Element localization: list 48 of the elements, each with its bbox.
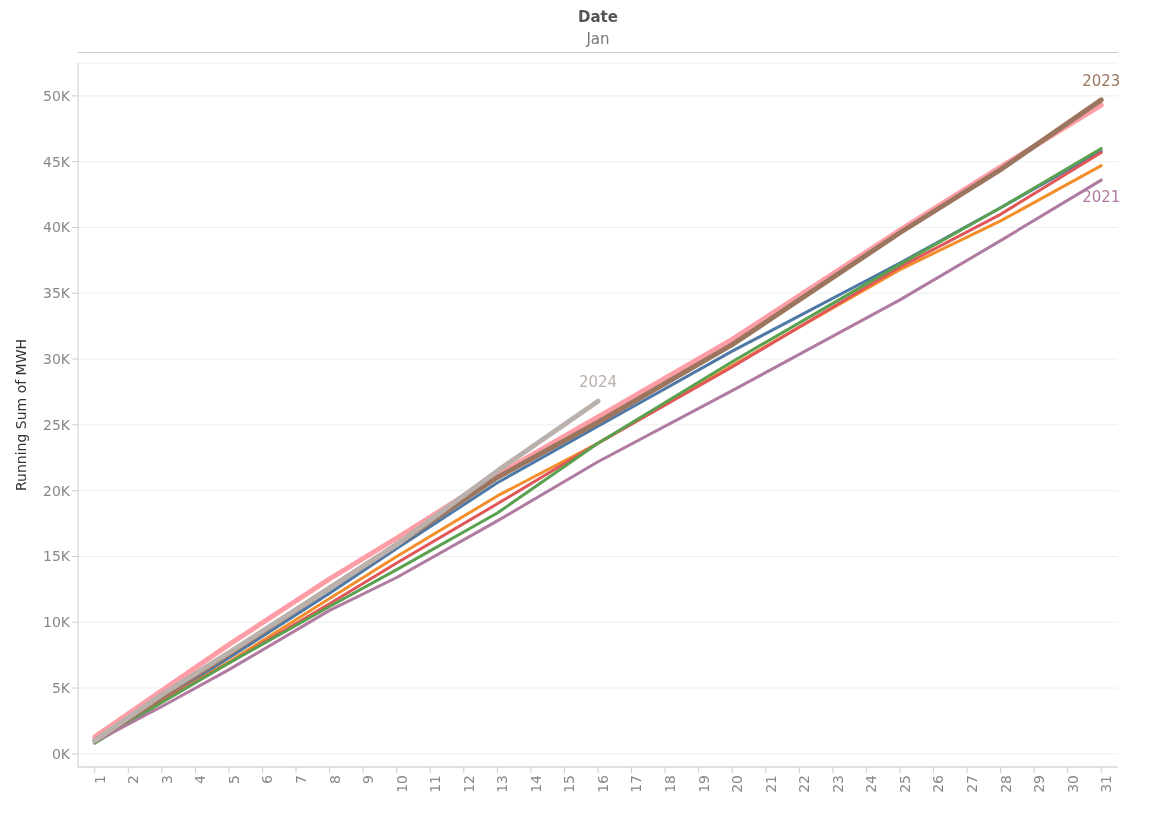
x-tick-label: 10 <box>393 775 410 793</box>
x-tick-label: 5 <box>225 775 242 784</box>
y-tick-label: 15K <box>43 548 71 565</box>
x-tick-label: 29 <box>1031 775 1048 793</box>
x-tick-label: 9 <box>360 775 377 784</box>
x-tick-label: 18 <box>662 775 679 793</box>
x-tick-label: 2 <box>125 775 142 784</box>
y-tick-label: 40K <box>43 219 71 236</box>
x-tick-label: 25 <box>896 775 913 793</box>
series-label: 2021 <box>1082 188 1121 207</box>
x-tick-label: 14 <box>527 774 544 793</box>
x-tick-label: 15 <box>561 775 578 793</box>
y-tick-label: 45K <box>43 153 71 170</box>
y-tick-label: 0K <box>51 745 71 762</box>
series-label: 2024 <box>578 373 618 392</box>
x-tick-label: 8 <box>326 775 343 784</box>
x-axis-title: Date <box>577 8 619 26</box>
x-tick-label: 27 <box>963 775 980 793</box>
y-tick-label: 5K <box>51 680 71 697</box>
x-tick-label: 1 <box>91 775 108 784</box>
y-tick-label: 30K <box>43 351 71 368</box>
x-tick-label: 17 <box>628 775 645 793</box>
x-tick-label: 24 <box>863 774 880 793</box>
x-tick-label: 19 <box>695 775 712 793</box>
x-tick-label: 4 <box>192 774 209 784</box>
x-tick-label: 3 <box>158 775 175 784</box>
x-tick-label: 23 <box>829 775 846 793</box>
y-axis-title: Running Sum of MWH <box>12 338 29 492</box>
text: Jan <box>78 26 1118 53</box>
x-tick-label: 21 <box>762 775 779 793</box>
x-tick-label: 12 <box>460 775 477 793</box>
y-tick-label: 25K <box>43 416 71 433</box>
series-label: 2023 <box>1082 71 1121 90</box>
x-tick-label: 30 <box>1064 775 1081 793</box>
x-tick-label: 31 <box>1098 775 1115 793</box>
x-tick-label: 16 <box>594 774 611 793</box>
x-tick-label: 26 <box>930 774 947 793</box>
x-tick-label: 22 <box>796 775 813 793</box>
y-tick-label: 50K <box>43 87 71 104</box>
y-tick-label: 35K <box>43 285 71 302</box>
x-tick-label: 28 <box>997 775 1014 793</box>
x-tick-label: 20 <box>729 775 746 793</box>
y-tick-label: 20K <box>43 482 71 499</box>
y-tick-label: 10K <box>43 614 71 631</box>
x-tick-label: 13 <box>494 775 511 793</box>
x-tick-label: 11 <box>427 775 444 793</box>
x-tick-label: 6 <box>259 774 276 784</box>
x-tick-label: 7 <box>293 775 309 784</box>
